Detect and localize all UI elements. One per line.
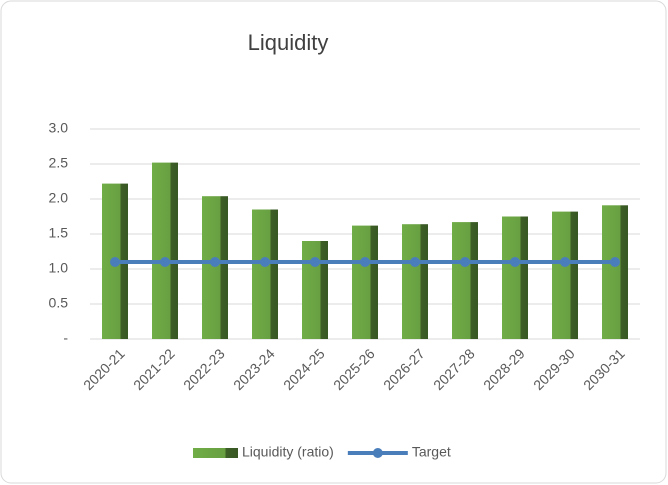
target-marker — [360, 257, 370, 267]
target-marker — [310, 257, 320, 267]
legend-label: Liquidity (ratio) — [242, 444, 334, 460]
y-tick-label: - — [63, 330, 68, 346]
bar — [152, 162, 178, 339]
target-marker — [560, 257, 570, 267]
legend-label: Target — [412, 444, 451, 460]
target-marker — [160, 257, 170, 267]
bar — [602, 205, 628, 339]
bar — [352, 225, 378, 339]
target-marker — [610, 257, 620, 267]
target-marker — [460, 257, 470, 267]
bar — [502, 216, 528, 339]
target-marker — [510, 257, 520, 267]
y-tick-label: 2.5 — [49, 155, 69, 171]
y-tick-label: 0.5 — [49, 295, 69, 311]
bar — [252, 209, 278, 339]
legend-marker — [372, 448, 383, 458]
chart-title: Liquidity — [248, 30, 329, 55]
y-tick-label: 1.0 — [49, 260, 69, 276]
y-tick-label: 3.0 — [49, 120, 69, 136]
bar — [402, 224, 428, 339]
target-marker — [110, 257, 120, 267]
bar — [552, 211, 578, 339]
target-marker — [210, 257, 220, 267]
target-marker — [260, 257, 270, 267]
bar — [202, 196, 228, 339]
legend-swatch — [193, 448, 238, 458]
bar — [302, 241, 328, 339]
y-tick-label: 2.0 — [49, 190, 69, 206]
bar — [452, 222, 478, 339]
y-tick-label: 1.5 — [49, 225, 69, 241]
target-marker — [410, 257, 420, 267]
